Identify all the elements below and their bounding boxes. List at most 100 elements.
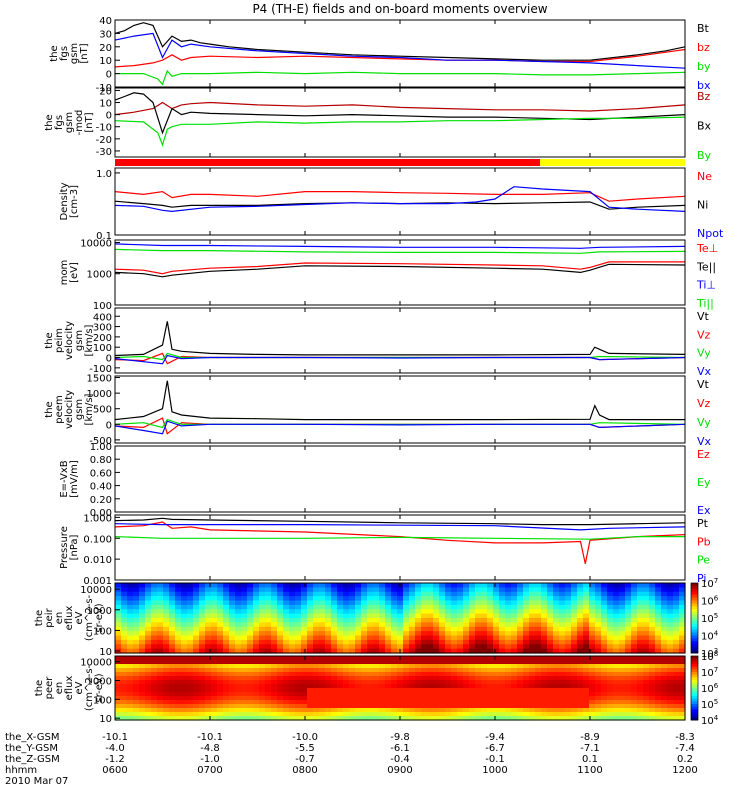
heatmap-cell xyxy=(601,613,608,619)
heatmap-cell xyxy=(385,676,392,681)
heatmap-cell xyxy=(631,622,638,628)
y-tick-label: 0.00 xyxy=(90,508,112,519)
heatmap-cell xyxy=(625,692,632,697)
heatmap-cell xyxy=(415,622,422,628)
heatmap-cell xyxy=(151,656,158,661)
heatmap-cell xyxy=(577,716,584,721)
heatmap-cell xyxy=(427,712,434,717)
heatmap-cell xyxy=(601,668,608,673)
heatmap-cell xyxy=(181,596,188,602)
heatmap-cell xyxy=(451,648,458,654)
heatmap-cell xyxy=(163,596,170,602)
heatmap-cell xyxy=(181,684,188,689)
heatmap-cell xyxy=(667,660,674,665)
heatmap-cell xyxy=(403,639,410,645)
series-line-Pe xyxy=(114,536,685,540)
heatmap-cell xyxy=(553,604,560,610)
heatmap-cell xyxy=(343,596,350,602)
heatmap-cell xyxy=(133,583,140,588)
heatmap-cell xyxy=(139,596,146,602)
heatmap-cell xyxy=(403,635,410,641)
heatmap-cell xyxy=(301,583,308,588)
heatmap-cell xyxy=(493,712,500,717)
heatmap-cell xyxy=(541,596,548,602)
heatmap-cell xyxy=(259,639,266,645)
heatmap-cell xyxy=(499,644,506,650)
heatmap-cell xyxy=(133,684,140,689)
heatmap-cell xyxy=(259,696,266,701)
heatmap-cell xyxy=(667,704,674,709)
heatmap-cell xyxy=(403,596,410,602)
heatmap-cell xyxy=(661,692,668,697)
heatmap-cell xyxy=(121,596,128,602)
heatmap-cell xyxy=(421,672,428,677)
heatmap-cell xyxy=(589,656,596,661)
heatmap-cell xyxy=(457,631,464,637)
heatmap-cell xyxy=(637,583,644,588)
y-axis-label-line: peim xyxy=(54,328,65,353)
heatmap-cell xyxy=(133,672,140,677)
heatmap-cell xyxy=(631,704,638,709)
y-axis-label-line: Pressure xyxy=(59,526,70,569)
heatmap-cell xyxy=(559,712,566,717)
heatmap-cell xyxy=(601,708,608,713)
heatmap-cell xyxy=(313,596,320,602)
footer-value: -10.1 xyxy=(197,732,223,743)
heatmap-cell xyxy=(421,664,428,669)
heatmap-cell xyxy=(409,639,416,645)
series-line-Pi xyxy=(114,523,686,531)
heatmap-cell xyxy=(319,656,326,661)
heatmap-cell xyxy=(583,613,590,619)
heatmap-cell xyxy=(679,635,686,641)
heatmap-cell xyxy=(145,622,152,628)
heatmap-cell xyxy=(529,676,536,681)
heatmap-cell xyxy=(331,591,338,597)
heatmap-cell xyxy=(595,656,602,661)
heatmap-cell xyxy=(379,668,386,673)
heatmap-cell xyxy=(361,704,368,709)
heatmap-cell xyxy=(175,708,182,713)
heatmap-cell xyxy=(127,591,134,597)
heatmap-cell xyxy=(199,635,206,641)
heatmap-cell xyxy=(355,712,362,717)
heatmap-cell xyxy=(175,583,182,588)
heatmap-cell xyxy=(325,688,332,693)
heatmap-cell xyxy=(343,609,350,615)
footer-row-label: the_Y-GSM xyxy=(5,743,58,754)
heatmap-cell xyxy=(571,676,578,681)
heatmap-cell xyxy=(433,609,440,615)
heatmap-cell xyxy=(361,676,368,681)
footer-value: -1.2 xyxy=(105,754,125,765)
y-axis-label-line: Density xyxy=(59,182,70,220)
heatmap-cell xyxy=(241,609,248,615)
heatmap-cell xyxy=(589,708,596,713)
heatmap-cell xyxy=(331,704,338,709)
heatmap-cell xyxy=(553,648,560,654)
heatmap-cell xyxy=(139,587,146,593)
heatmap-cell xyxy=(319,591,326,597)
heatmap-cell xyxy=(223,712,230,717)
heatmap-cell xyxy=(223,708,230,713)
heatmap-cell xyxy=(181,648,188,654)
heatmap-cell xyxy=(193,680,200,685)
heatmap-cell xyxy=(367,583,374,588)
heatmap-cell xyxy=(625,631,632,637)
heatmap-cell xyxy=(391,696,398,701)
heatmap-cell xyxy=(475,591,482,597)
heatmap-cell xyxy=(595,648,602,654)
heatmap-cell xyxy=(427,688,434,693)
heatmap-cell xyxy=(235,712,242,717)
heatmap-cell xyxy=(319,618,326,623)
heatmap-cell xyxy=(253,648,260,654)
heatmap-cell xyxy=(631,708,638,713)
heatmap-cell xyxy=(505,700,512,705)
heatmap-cell xyxy=(205,635,212,641)
heatmap-cell xyxy=(367,587,374,593)
heatmap-cell xyxy=(403,704,410,709)
heatmap-cell xyxy=(499,664,506,669)
heatmap-cell xyxy=(361,688,368,693)
heatmap-cell xyxy=(205,708,212,713)
heatmap-cell xyxy=(547,676,554,681)
heatmap-cell xyxy=(667,692,674,697)
heatmap-cell xyxy=(115,609,122,615)
